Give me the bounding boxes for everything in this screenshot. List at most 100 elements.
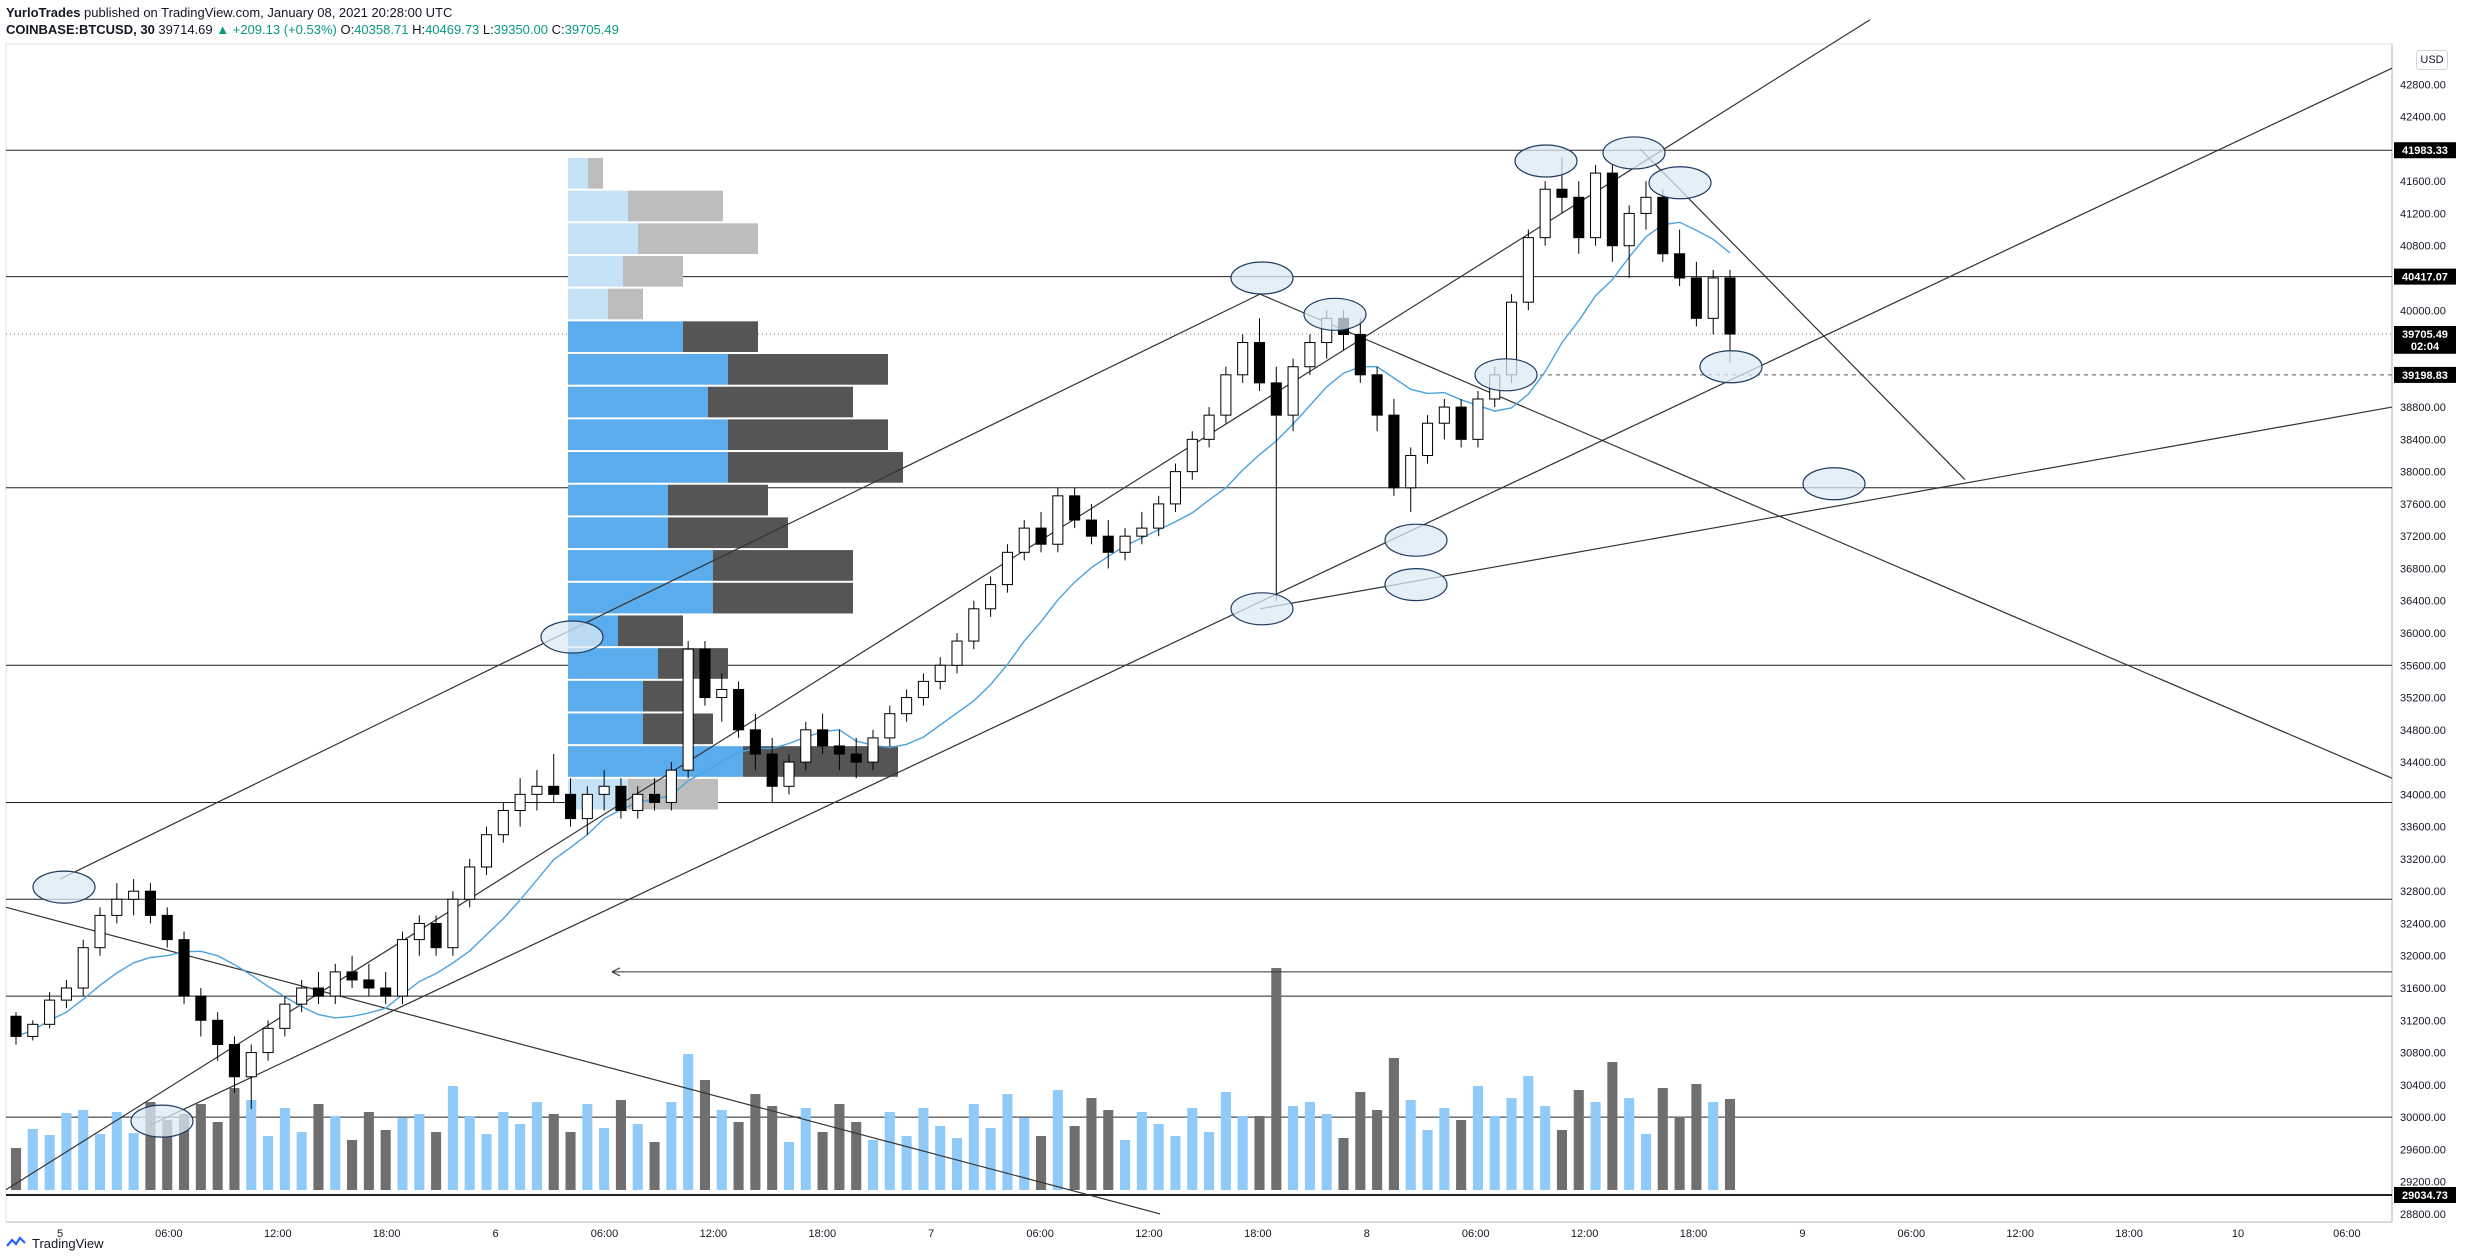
volume-profile-down-bar [588, 157, 603, 189]
candle-up [665, 769, 677, 803]
price-tick-label: 37200.00 [2400, 531, 2446, 543]
volume-profile-up-bar [568, 713, 643, 745]
price-tick-label: 33200.00 [2400, 854, 2446, 866]
price-tick-label: 33600.00 [2400, 822, 2446, 834]
volume-bar [229, 1088, 240, 1190]
open-value: 40358.71 [354, 22, 409, 37]
time-tick-label: 18:00 [2115, 1228, 2143, 1240]
candle-up [1472, 398, 1484, 440]
candle-up [1186, 438, 1198, 473]
candle-down [1085, 519, 1097, 537]
volume-bar [78, 1110, 89, 1190]
marker-ellipse [1230, 261, 1294, 295]
time-tick-label: 12:00 [2006, 1228, 2034, 1240]
price-tick-label: 32000.00 [2400, 951, 2446, 963]
price-tick-label: 30400.00 [2400, 1080, 2446, 1092]
candle-down [1573, 196, 1585, 239]
price-tick-label: 35600.00 [2400, 660, 2446, 672]
volume-bar [1540, 1106, 1551, 1190]
tradingview-footer[interactable]: TradingView [6, 1232, 104, 1254]
volume-profile-up-bar [568, 157, 588, 189]
volume-bar [1674, 1118, 1685, 1190]
marker-ellipse [1384, 567, 1448, 602]
volume-bar [800, 1108, 811, 1190]
candle-up [1001, 551, 1013, 586]
candle-down [548, 785, 560, 795]
candle-up [111, 898, 123, 916]
currency-button[interactable]: USD [2416, 50, 2448, 70]
time-tick-label: 06:00 [1898, 1228, 1926, 1240]
volume-bar [414, 1114, 425, 1190]
candle-down [1724, 277, 1736, 335]
price-tick-label: 32400.00 [2400, 918, 2446, 930]
volume-profile-down-bar [713, 550, 853, 581]
volume-bar [1405, 1100, 1416, 1190]
candle-up [480, 834, 493, 868]
close-label: C: [551, 22, 565, 37]
price-badge-label: 02:04 [2411, 341, 2440, 353]
volume-bar [649, 1142, 660, 1190]
volume-bar [1556, 1130, 1568, 1190]
price-change: ▲ +209.13 (+0.53%) [216, 22, 337, 37]
volume-bar [10, 1148, 22, 1190]
candle-up [1539, 188, 1551, 239]
volume-profile-up-bar [568, 550, 713, 581]
volume-bar [330, 1116, 341, 1190]
volume-bar [27, 1129, 38, 1190]
volume-profile-down-bar [643, 680, 688, 712]
candle-up [396, 939, 409, 997]
price-tick-label: 34400.00 [2400, 757, 2446, 769]
price-tick-label: 34000.00 [2400, 789, 2446, 801]
volume-bar [1691, 1084, 1702, 1190]
marker-ellipse [130, 1104, 194, 1138]
volume-bar [783, 1142, 795, 1190]
candle-up [1119, 535, 1131, 553]
volume-bar [212, 1122, 223, 1190]
volume-bar [515, 1124, 526, 1190]
price-badge-label: 40417.07 [2402, 272, 2448, 284]
volume-bar [901, 1136, 912, 1190]
candle-up [60, 987, 72, 1001]
author-name[interactable]: YurloTrades [6, 5, 81, 20]
candle-down [1556, 188, 1568, 198]
candle-up [329, 971, 341, 997]
candle-down [1253, 342, 1266, 384]
time-tick-label: 18:00 [373, 1228, 401, 1240]
volume-bar [1069, 1126, 1080, 1190]
volume-bar [145, 1102, 156, 1190]
candle-down [212, 1019, 224, 1045]
volume-bar [162, 1120, 173, 1190]
price-tick-label: 28800.00 [2400, 1209, 2446, 1221]
volume-bar [1355, 1092, 1366, 1190]
volume-profile-up-bar [568, 517, 668, 549]
candle-up [44, 999, 56, 1025]
volume-bar [1002, 1094, 1013, 1190]
candle-down [1606, 172, 1618, 247]
price-badge-label: 41983.33 [2402, 145, 2448, 157]
candle-up [1590, 172, 1602, 239]
volume-bar [296, 1132, 307, 1190]
candle-up [682, 648, 694, 771]
volume-profile-down-bar [643, 713, 713, 745]
price-tick-label: 34800.00 [2400, 725, 2446, 737]
symbol-label[interactable]: COINBASE:BTCUSD, 30 [6, 22, 155, 37]
volume-bar [565, 1132, 576, 1190]
candle-up [1018, 527, 1030, 553]
time-tick-label: 18:00 [809, 1228, 837, 1240]
candle-down [1270, 382, 1282, 416]
volume-bar [1388, 1058, 1399, 1190]
candle-down [564, 793, 577, 820]
candle-up [279, 1003, 291, 1029]
volume-bar [884, 1112, 895, 1190]
volume-bar [1288, 1106, 1299, 1190]
price-tick-label: 31200.00 [2400, 1015, 2446, 1027]
marker-ellipse [1648, 166, 1712, 200]
candle-up [1237, 342, 1249, 376]
volume-bar [347, 1140, 358, 1190]
time-tick-label: 06:00 [2333, 1228, 2361, 1240]
volume-bar [632, 1124, 643, 1190]
volume-bar [1657, 1088, 1668, 1190]
volume-bar [1120, 1140, 1131, 1190]
marker-ellipse [1602, 136, 1666, 170]
